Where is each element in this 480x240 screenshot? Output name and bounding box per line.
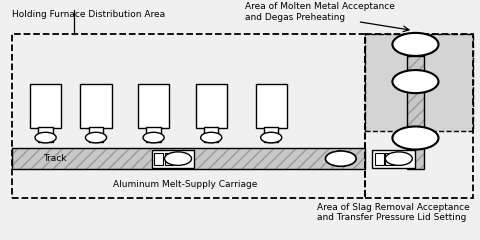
- Circle shape: [261, 132, 282, 143]
- Text: Track: Track: [44, 154, 67, 163]
- Bar: [81, 84, 111, 128]
- Text: Aluminum Melt-Supply Carriage: Aluminum Melt-Supply Carriage: [113, 180, 257, 189]
- Bar: [38, 127, 53, 142]
- Bar: [89, 127, 103, 142]
- Bar: [365, 34, 473, 131]
- Circle shape: [392, 33, 438, 56]
- Bar: [146, 127, 161, 142]
- Bar: [138, 84, 169, 128]
- Circle shape: [85, 132, 107, 143]
- Bar: [372, 150, 415, 168]
- Bar: [12, 148, 365, 169]
- Bar: [407, 56, 424, 169]
- Circle shape: [143, 132, 164, 143]
- Bar: [196, 84, 227, 128]
- Circle shape: [201, 132, 222, 143]
- Bar: [385, 153, 394, 165]
- Bar: [365, 34, 473, 131]
- Bar: [154, 153, 163, 165]
- Text: Area of Slag Removal Acceptance
and Transfer Pressure Lid Setting: Area of Slag Removal Acceptance and Tran…: [317, 203, 469, 222]
- Circle shape: [385, 152, 412, 165]
- Text: Area of Molten Metal Acceptance
and Degas Preheating: Area of Molten Metal Acceptance and Dega…: [245, 2, 395, 22]
- Circle shape: [35, 132, 56, 143]
- Bar: [407, 56, 424, 169]
- Bar: [255, 84, 287, 128]
- Bar: [30, 84, 61, 128]
- Circle shape: [392, 126, 438, 150]
- Circle shape: [325, 151, 356, 166]
- Bar: [12, 148, 365, 169]
- Bar: [12, 34, 365, 198]
- Circle shape: [392, 70, 438, 93]
- Bar: [365, 34, 473, 198]
- Bar: [152, 150, 194, 168]
- Bar: [264, 127, 278, 142]
- Text: Holding Furnace Distribution Area: Holding Furnace Distribution Area: [12, 10, 165, 19]
- Bar: [375, 153, 384, 165]
- Circle shape: [165, 152, 192, 165]
- Bar: [204, 127, 218, 142]
- Bar: [165, 153, 173, 165]
